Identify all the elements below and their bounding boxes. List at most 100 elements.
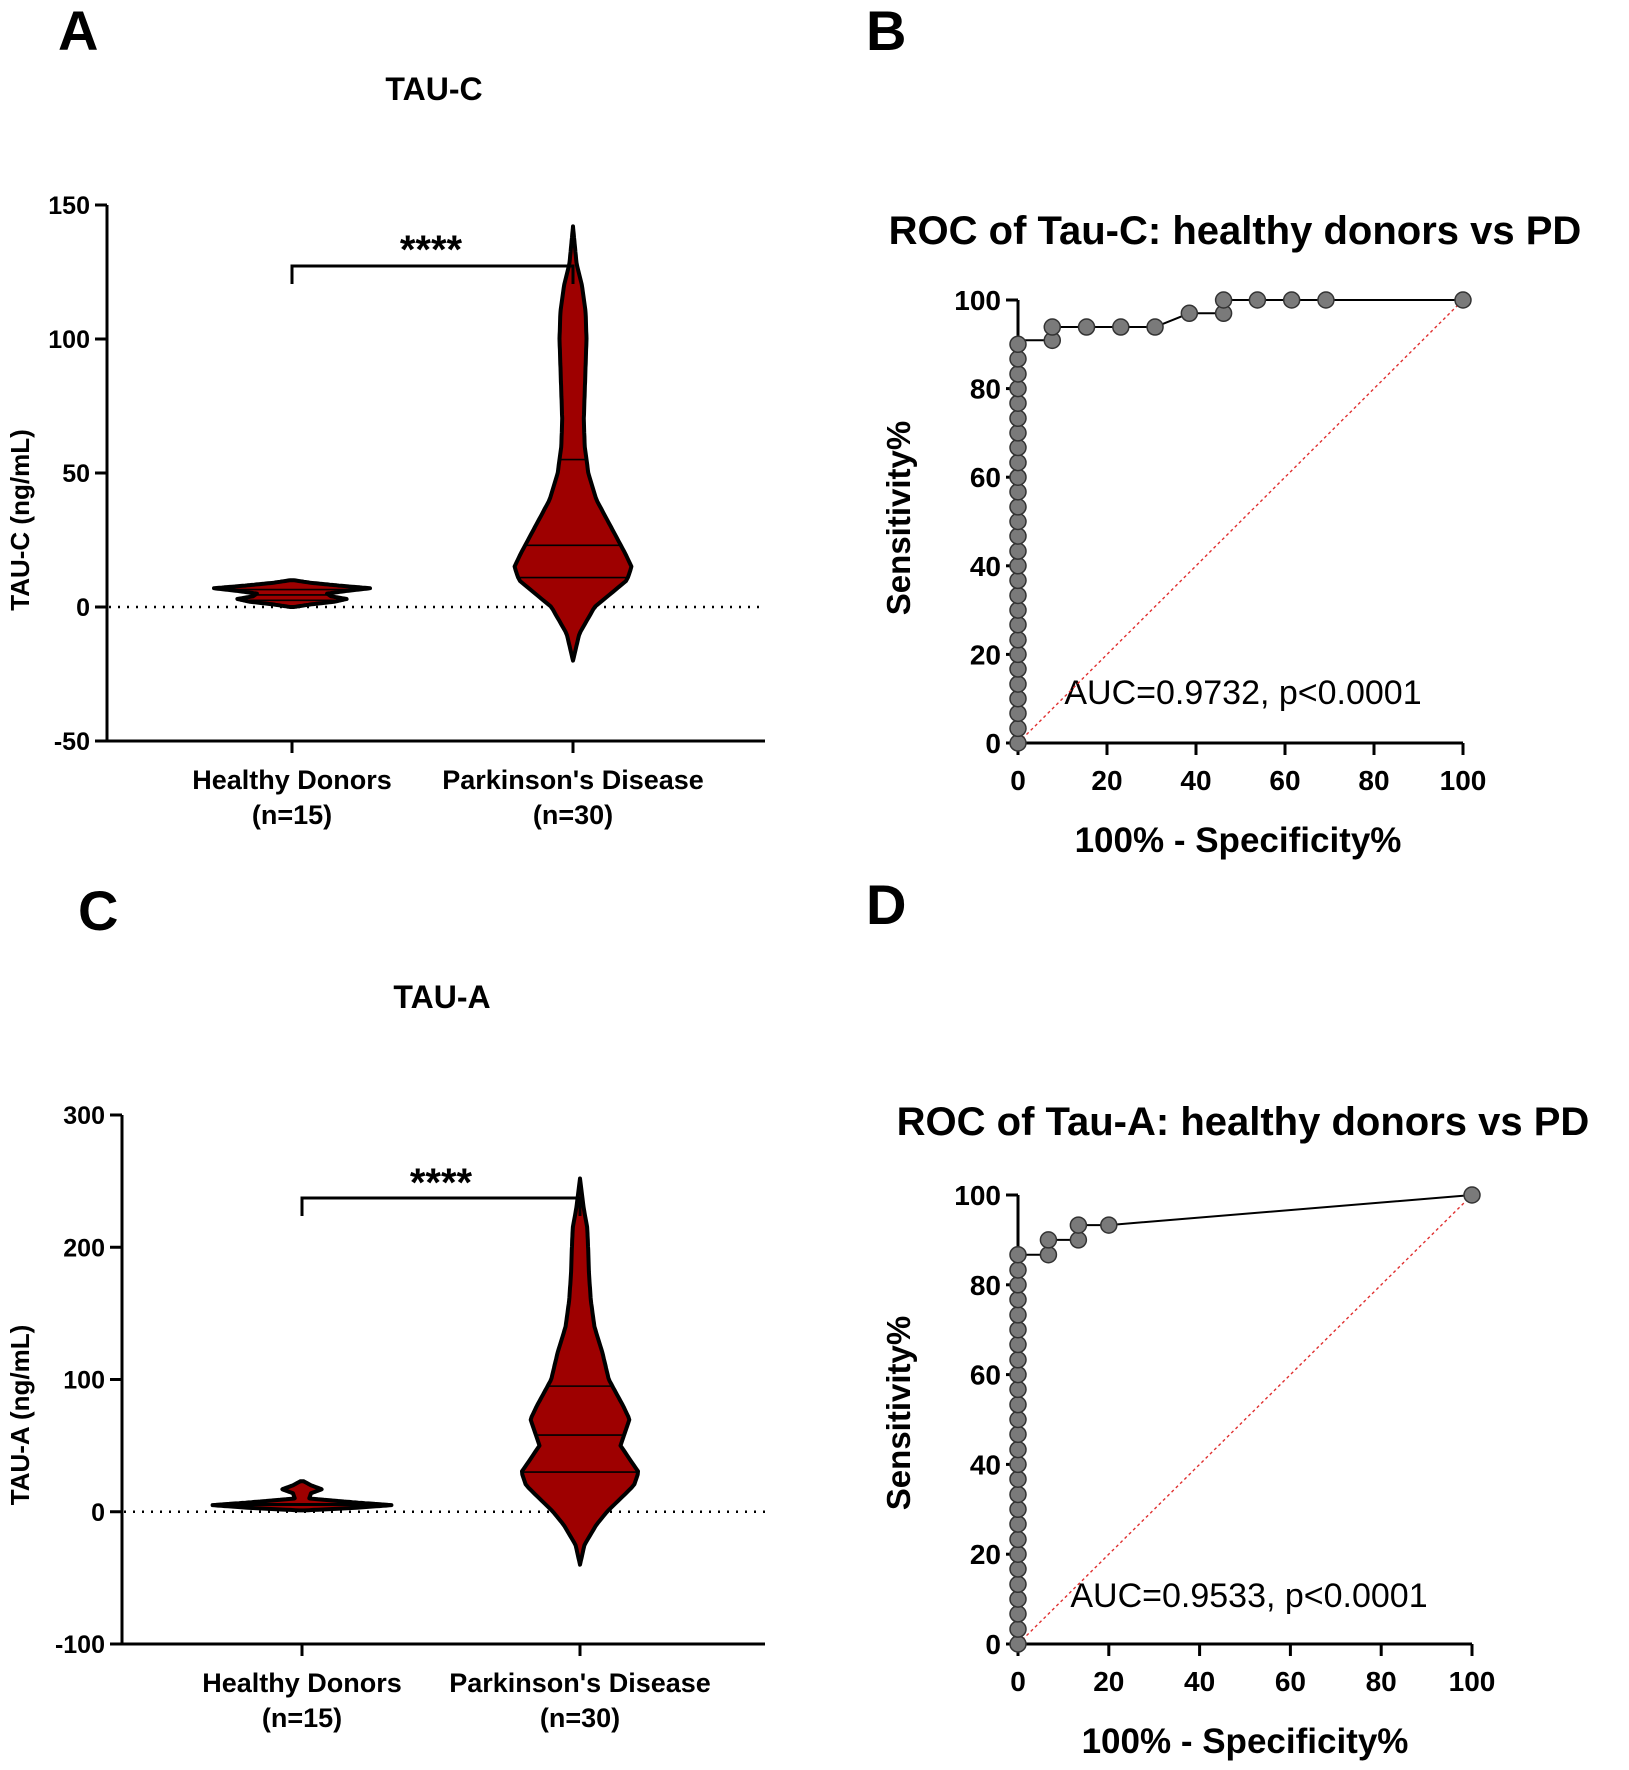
roc-point — [1009, 453, 1027, 472]
roc-point — [1009, 1380, 1027, 1399]
chance-diagonal-line — [1017, 1194, 1473, 1645]
roc-point — [1043, 318, 1062, 336]
y-tick-label: 40 — [970, 1449, 1001, 1480]
roc-point — [1009, 512, 1027, 531]
chart-title: ROC of Tau-A: healthy donors vs PD — [897, 1100, 1590, 1144]
chance-diagonal-line — [1017, 299, 1464, 744]
roc-point — [1009, 1425, 1027, 1444]
chart-title: TAU-A — [393, 979, 490, 1015]
roc-point — [1248, 291, 1267, 309]
x-tick-label: 60 — [1275, 1666, 1306, 1697]
roc-point — [1009, 1620, 1027, 1638]
y-tick-label: 300 — [63, 1102, 105, 1130]
y-axis-label: Sensitivity% — [880, 1316, 917, 1510]
roc-point — [1009, 571, 1027, 590]
roc-point — [1039, 1245, 1058, 1264]
roc-point — [1069, 1231, 1088, 1249]
roc-point — [1009, 645, 1027, 664]
roc-point — [1009, 601, 1027, 619]
roc-point — [1009, 1605, 1027, 1623]
roc-point — [1282, 291, 1301, 309]
x-tick-label: 100 — [1440, 765, 1487, 796]
y-tick-label: 40 — [970, 551, 1001, 582]
y-tick-label: 80 — [970, 1270, 1001, 1301]
roc-point — [1009, 1245, 1027, 1264]
y-tick-label: 50 — [62, 460, 90, 488]
roc-point — [1009, 483, 1027, 501]
roc-point — [1463, 1186, 1481, 1204]
roc-chart-tau-c: ROC of Tau-C: healthy donors vs PD Sensi… — [880, 209, 1581, 860]
chart-title: ROC of Tau-C: healthy donors vs PD — [889, 209, 1582, 253]
significance-bracket — [290, 264, 575, 284]
y-tick-label: 150 — [48, 192, 90, 220]
violin-chart-tau-a: TAU-A TAU-A (ng/mL) Healthy Donors (n=15… — [5, 979, 765, 1733]
roc-point — [1009, 468, 1027, 486]
violin-body — [212, 578, 372, 609]
x-tick-label: 100 — [1449, 1666, 1496, 1697]
roc-point — [1009, 719, 1027, 738]
auc-annotation: AUC=0.9732, p<0.0001 — [1064, 674, 1421, 712]
y-tick-label: 0 — [91, 1499, 105, 1527]
category-n-pd: (n=30) — [540, 1703, 620, 1733]
category-label-pd: Parkinson's Disease — [442, 765, 704, 795]
violin-body — [520, 1176, 640, 1567]
chart-title: TAU-C — [385, 71, 482, 107]
roc-chart-tau-a: ROC of Tau-A: healthy donors vs PD Sensi… — [880, 1100, 1589, 1761]
roc-point — [1009, 1261, 1027, 1279]
y-tick-label: 60 — [970, 1360, 1001, 1391]
x-tick-label: 20 — [1091, 765, 1122, 796]
roc-point — [1009, 350, 1027, 368]
roc-point — [1009, 631, 1027, 649]
roc-point — [1009, 365, 1027, 383]
y-tick-label: 20 — [970, 1539, 1001, 1570]
category-n-healthy: (n=15) — [252, 800, 332, 830]
roc-point — [1009, 1470, 1027, 1488]
roc-point — [1009, 1351, 1027, 1369]
category-n-healthy: (n=15) — [262, 1703, 342, 1733]
x-tick-label: 0 — [1010, 1666, 1026, 1697]
roc-point — [1009, 394, 1027, 412]
roc-point — [1069, 1216, 1088, 1234]
auc-annotation: AUC=0.9533, p<0.0001 — [1070, 1577, 1427, 1615]
roc-point — [1009, 615, 1027, 634]
roc-point — [1009, 409, 1027, 428]
roc-point — [1009, 379, 1027, 398]
roc-point — [1009, 335, 1027, 354]
roc-point — [1039, 1231, 1058, 1249]
roc-point — [1009, 1515, 1027, 1533]
roc-point — [1009, 1440, 1027, 1459]
roc-point — [1009, 542, 1027, 560]
y-tick-label: 100 — [954, 1180, 1001, 1211]
y-axis-label: TAU-A (ng/mL) — [5, 1325, 35, 1506]
x-tick-label: 20 — [1093, 1666, 1124, 1697]
x-tick-label: 60 — [1269, 765, 1300, 796]
roc-point — [1009, 1575, 1027, 1594]
roc-point — [1009, 1410, 1027, 1429]
roc-point — [1009, 1276, 1027, 1294]
y-tick-label: 60 — [970, 462, 1001, 493]
roc-point — [1100, 1216, 1118, 1234]
roc-point — [1009, 1335, 1027, 1354]
panel-letter-d: D — [866, 873, 906, 936]
roc-point — [1454, 291, 1472, 309]
x-tick-label: 80 — [1358, 765, 1389, 796]
roc-point — [1009, 1560, 1027, 1578]
roc-point — [1009, 424, 1027, 442]
x-tick-label: 80 — [1366, 1666, 1397, 1697]
roc-point — [1009, 527, 1027, 545]
category-label-healthy: Healthy Donors — [202, 1668, 402, 1698]
panel-letter-a: A — [58, 0, 98, 62]
y-tick-label: 0 — [985, 728, 1001, 759]
y-tick-label: -50 — [54, 728, 90, 756]
violin-chart-tau-c: TAU-C TAU-C (ng/mL) Healthy Donors (n=15… — [5, 71, 765, 830]
x-tick-label: 40 — [1180, 765, 1211, 796]
roc-point — [1077, 318, 1096, 336]
y-tick-label: 100 — [954, 285, 1001, 316]
roc-point — [1009, 689, 1027, 708]
violin-body — [210, 1479, 394, 1513]
roc-point — [1009, 1290, 1027, 1309]
category-n-pd: (n=30) — [533, 800, 613, 830]
roc-point — [1009, 1485, 1027, 1504]
y-tick-label: -100 — [55, 1631, 105, 1659]
